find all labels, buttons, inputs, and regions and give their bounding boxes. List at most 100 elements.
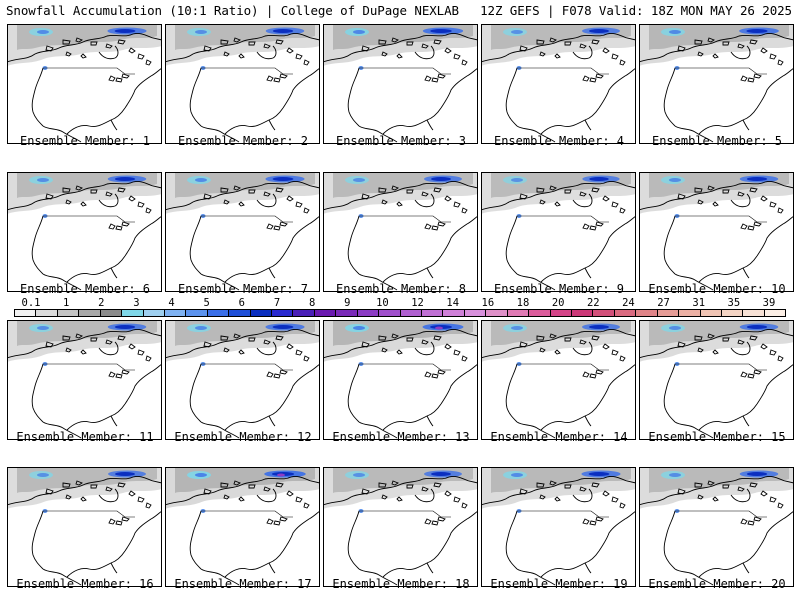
coastline: [426, 267, 434, 279]
coastline: [256, 488, 277, 503]
coastline: [358, 421, 398, 439]
arctic-island: [303, 207, 310, 214]
arctic-island: [519, 341, 528, 348]
panel-map: [639, 24, 794, 144]
arctic-island: [536, 187, 545, 193]
panel-caption: Ensemble Member: 18: [332, 577, 470, 591]
coastline: [31, 510, 44, 570]
arctic-island: [539, 51, 546, 57]
coastline: [742, 267, 750, 279]
panel-caption: Ensemble Member: 13: [332, 430, 470, 444]
arctic-island: [722, 189, 730, 194]
colorbar-tick-label: 4: [168, 297, 175, 309]
arctic-island: [579, 191, 587, 197]
arctic-island: [80, 349, 87, 355]
coastline: [358, 273, 398, 291]
alaska-snow-core: [353, 473, 365, 477]
arctic-island: [549, 37, 557, 43]
coastline: [66, 255, 126, 283]
coastline: [505, 67, 518, 127]
arctic-island: [697, 494, 704, 500]
us-canada-border: [359, 363, 451, 371]
great-lake: [424, 223, 432, 230]
arctic-snow-core: [589, 177, 609, 181]
arctic-island: [263, 486, 271, 492]
ensemble-panel-4: [481, 24, 636, 144]
arctic-island: [128, 47, 136, 54]
arctic-island: [75, 185, 83, 191]
alaska-snow-core: [669, 473, 681, 477]
arctic-island: [602, 343, 610, 350]
coastline: [382, 255, 442, 283]
arctic-island: [223, 51, 230, 57]
arctic-island: [117, 335, 126, 341]
coastline: [742, 562, 750, 574]
colorbar-swatch: [100, 310, 123, 316]
colorbar-tick-label: 5: [203, 297, 210, 309]
coastline: [42, 273, 82, 291]
colorbar-tick-label: 35: [727, 297, 741, 309]
panel-map: [165, 467, 320, 587]
coastline: [698, 107, 758, 135]
arctic-snow-core: [272, 177, 294, 181]
arctic-island: [203, 45, 212, 52]
arctic-island: [749, 335, 758, 341]
arctic-island: [203, 341, 212, 348]
arctic-island: [45, 193, 54, 200]
arctic-island: [303, 355, 310, 362]
coastline: [756, 510, 794, 552]
coastline: [98, 341, 119, 356]
coastline: [414, 45, 435, 60]
arctic-island: [769, 349, 777, 356]
panel-map: [7, 172, 162, 292]
coastline: [7, 33, 162, 63]
coastline: [505, 215, 518, 275]
arctic-island: [295, 53, 303, 60]
alaska-snow-core: [511, 178, 523, 182]
great-lake: [595, 516, 604, 522]
panel-map: [7, 320, 162, 440]
coastline: [282, 363, 320, 405]
arctic-island: [275, 187, 284, 193]
panel-frame: [7, 320, 162, 440]
arctic-island: [361, 488, 370, 495]
arctic-island: [619, 502, 626, 509]
arctic-snow-peak: [277, 473, 285, 477]
arctic-island: [303, 502, 310, 509]
arctic-island: [137, 201, 145, 208]
coastline: [268, 267, 276, 279]
coastline: [674, 273, 714, 291]
arctic-island: [361, 45, 370, 52]
arctic-island: [220, 335, 229, 341]
coastline: [42, 568, 82, 586]
coastline: [698, 403, 758, 431]
panel-caption: Ensemble Member: 14: [490, 430, 628, 444]
arctic-island: [220, 187, 229, 193]
great-lake: [582, 518, 590, 525]
arctic-island: [433, 39, 442, 45]
coastline: [98, 45, 119, 60]
colorbar-swatch: [143, 310, 165, 316]
coastline: [124, 363, 162, 405]
ensemble-panel-11: [7, 320, 162, 440]
arctic-island: [697, 51, 704, 57]
arctic-island: [591, 39, 600, 45]
arctic-island: [421, 339, 429, 345]
alaska-snow-core: [669, 326, 681, 330]
coastline: [165, 33, 320, 63]
arctic-island: [137, 53, 145, 60]
arctic-snow-core: [431, 177, 451, 181]
great-lake: [108, 371, 116, 378]
great-lake: [279, 221, 288, 227]
arctic-island: [433, 335, 442, 341]
panel-map: [7, 24, 162, 144]
coastline: [268, 562, 276, 574]
coastline: [481, 33, 636, 63]
great-lake: [431, 373, 439, 379]
arctic-island: [694, 482, 703, 488]
arctic-island: [677, 488, 686, 495]
coastline: [639, 33, 794, 63]
arctic-island: [378, 39, 387, 45]
coastline: [66, 107, 126, 135]
colorbar-swatch: [15, 310, 37, 316]
